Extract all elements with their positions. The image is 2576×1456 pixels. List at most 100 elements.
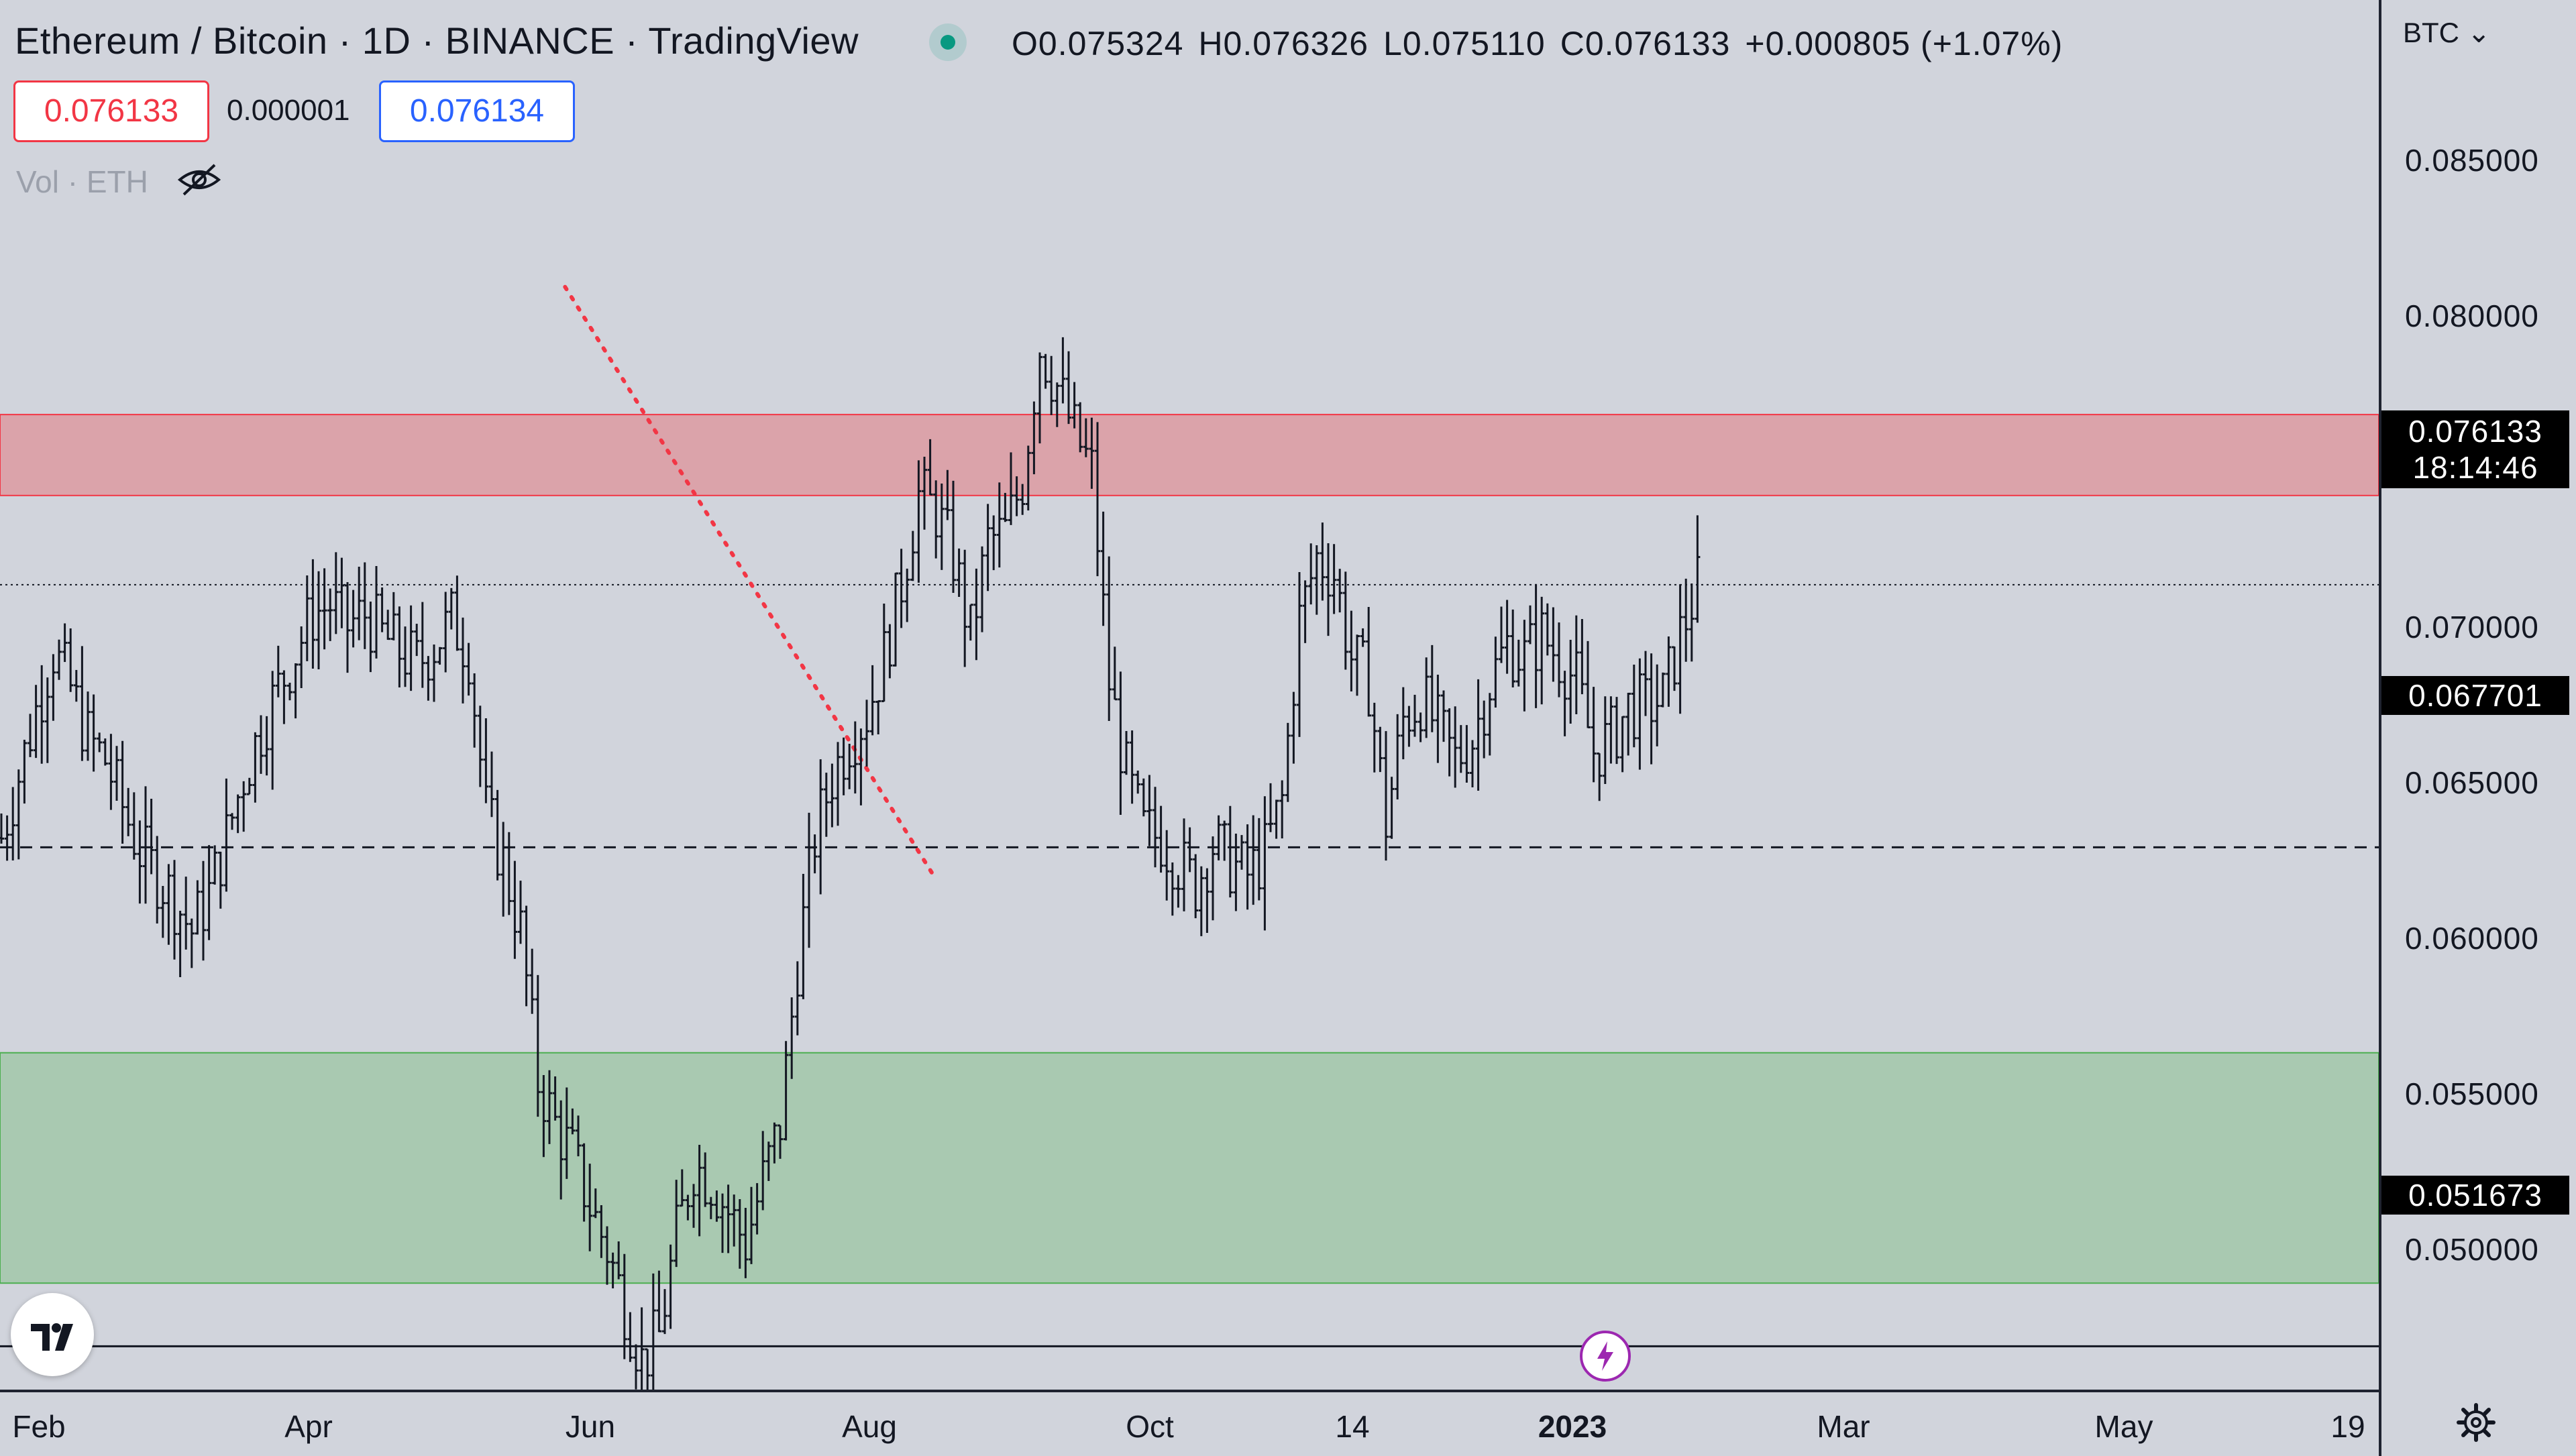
ohlc-bar: [720, 1193, 725, 1253]
ohlc-bar: [1187, 827, 1193, 873]
ohlc-bar: [374, 565, 379, 659]
ohlc-bar: [460, 617, 466, 704]
ohlc-bar: [102, 738, 108, 766]
ohlc-bar: [581, 1143, 587, 1222]
ohlc-bar: [789, 997, 795, 1079]
ohlc-bar: [1083, 418, 1089, 457]
ohlc-bar: [1279, 780, 1285, 839]
ohlc-bar: [679, 1169, 685, 1207]
buy-button[interactable]: 0.076134: [379, 80, 575, 142]
ohlc-bar: [114, 746, 119, 801]
currency-selector[interactable]: BTC ⌄: [2403, 16, 2491, 49]
ohlc-bar: [1158, 805, 1164, 873]
ohlc-bar: [425, 656, 431, 701]
ohlc-bar: [1066, 351, 1071, 425]
eye-crossed-icon[interactable]: [176, 160, 223, 200]
ohlc-bar: [956, 548, 962, 598]
chart-title: Ethereum / Bitcoin · 1D · BINANCE · Trad…: [15, 19, 859, 62]
lightning-icon[interactable]: [1580, 1331, 1631, 1382]
ohlc-bar: [627, 1312, 633, 1362]
ohlc-bar: [633, 1344, 639, 1390]
ohlc-bar: [1268, 783, 1273, 832]
ohlc-bar: [1054, 382, 1060, 427]
price-tick: 0.070000: [2405, 610, 2539, 645]
price-tick: 0.055000: [2405, 1076, 2539, 1111]
time-label: Jun: [565, 1409, 616, 1444]
ohlc-bar: [1250, 815, 1256, 905]
ohlc-bar: [938, 483, 945, 570]
ohlc-bar: [33, 685, 39, 759]
tradingview-logo-icon[interactable]: [11, 1293, 94, 1376]
ohlc-bar: [195, 880, 201, 935]
ohlc-bar: [1100, 511, 1106, 626]
ohlc-bar: [1631, 665, 1637, 748]
ohlc-bar: [1544, 603, 1550, 656]
trendline[interactable]: [563, 284, 936, 878]
ohlc-bar: [431, 644, 437, 702]
ohlc-bar: [887, 624, 893, 679]
sell-button[interactable]: 0.076133: [13, 80, 209, 142]
ohlc-bar: [189, 918, 195, 968]
ohlc-bar: [1060, 337, 1066, 404]
ohlc-bar: [1227, 805, 1233, 898]
ohlc-bar: [621, 1253, 627, 1359]
dashed-level-tag: 0.067701: [2381, 676, 2569, 715]
ohlc-bar: [1025, 445, 1031, 511]
ohlc-bar: [206, 845, 212, 940]
live-dot-icon: [929, 23, 967, 61]
ohlc-bar: [904, 568, 910, 622]
ohlc-bar: [1527, 605, 1533, 645]
ohlc-bar: [1446, 708, 1452, 777]
ohlc-bar: [610, 1252, 616, 1289]
ohlc-bar: [229, 813, 235, 830]
ohlc-bar: [547, 1070, 552, 1144]
ohlc-bar: [1129, 730, 1135, 804]
ohlc-bar: [1118, 671, 1124, 815]
ohlc-bar: [362, 562, 368, 649]
ohlc-bar: [28, 714, 33, 757]
ohlc-bar: [1573, 615, 1579, 714]
ohlc-bar: [1002, 492, 1008, 522]
ohlc-bar: [806, 812, 812, 948]
ohlc-bar: [1320, 522, 1326, 601]
ohlc-bar: [645, 1348, 651, 1390]
ohlc-bar: [1666, 636, 1672, 707]
ohlc-bar: [1285, 722, 1291, 802]
ohlc-bar: [893, 572, 898, 667]
ohlc-bar: [292, 663, 299, 719]
ohlc-bar: [1643, 651, 1648, 716]
ohlc-bar: [1152, 787, 1158, 868]
ohlc-change: +0.000805 (+1.07%): [1745, 25, 2063, 62]
ohlc-bar: [385, 610, 391, 640]
price-bars: [0, 337, 1701, 1390]
ohlc-bar: [1579, 619, 1585, 695]
ohlc-bar: [1389, 777, 1395, 839]
volume-indicator-label[interactable]: Vol · ETH: [16, 164, 148, 199]
ohlc-bar: [396, 606, 402, 687]
ohlc-bar: [1654, 664, 1660, 746]
ohlc-bar: [327, 588, 333, 641]
ohlc-bar: [1412, 694, 1417, 737]
ohlc-bar: [1042, 353, 1049, 389]
ohlc-high: H0.076326: [1198, 25, 1369, 62]
ohlc-bar: [454, 575, 460, 651]
ohlc-bar: [321, 568, 327, 650]
ohlc-bar: [841, 737, 847, 795]
ohlc-bar: [1515, 639, 1521, 687]
chevron-down-icon: ⌄: [2467, 17, 2491, 48]
ohlc-bar: [345, 582, 350, 673]
gear-icon[interactable]: [2455, 1402, 2497, 1443]
ohlc-bar: [62, 623, 68, 663]
ohlc-bar: [0, 813, 4, 844]
ohlc-bar: [241, 781, 247, 832]
ohlc-bar: [1550, 607, 1556, 682]
chart-pane[interactable]: [0, 0, 2381, 1390]
ohlc-bar: [945, 469, 951, 520]
time-axis-border: [0, 1390, 2381, 1392]
ohlc-bar: [39, 665, 45, 764]
ohlc-bar: [616, 1241, 622, 1280]
ohlc-bar: [973, 568, 979, 661]
ohlc-bar: [1308, 543, 1314, 605]
ohlc-bar: [1371, 702, 1377, 773]
ohlc-bar: [1377, 726, 1383, 773]
